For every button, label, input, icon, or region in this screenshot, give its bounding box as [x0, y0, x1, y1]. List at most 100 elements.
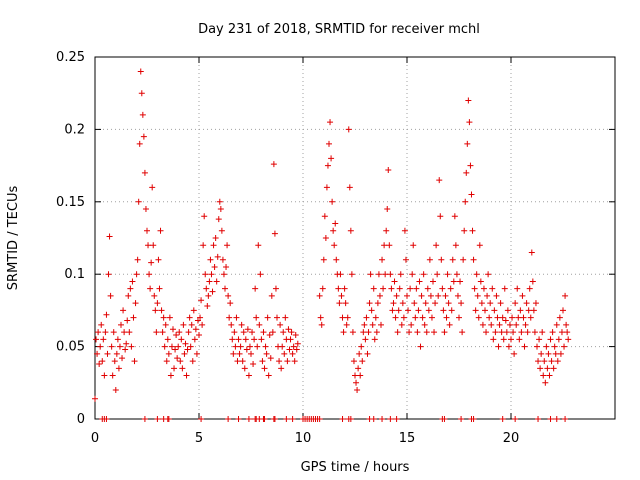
data-point: [222, 285, 228, 292]
data-point: [154, 416, 161, 422]
data-series: [92, 68, 572, 422]
data-point: [218, 227, 225, 234]
data-point: [269, 329, 276, 336]
data-point: [491, 307, 498, 314]
data-point: [263, 350, 270, 357]
data-point: [551, 343, 558, 350]
data-point: [395, 307, 402, 314]
data-point: [266, 332, 273, 339]
data-point: [363, 314, 370, 321]
data-point: [537, 365, 544, 372]
data-point: [343, 321, 350, 328]
data-point: [149, 184, 156, 191]
data-point: [158, 307, 165, 314]
data-point: [268, 292, 275, 299]
data-point: [543, 343, 550, 350]
data-point: [330, 227, 337, 234]
data-point: [154, 300, 161, 307]
data-point: [418, 292, 425, 299]
data-point: [477, 278, 484, 285]
data-point: [469, 227, 476, 234]
data-point: [523, 300, 530, 307]
y-tick-label: 0: [77, 412, 85, 427]
x-axis-label: GPS time / hours: [301, 460, 410, 475]
data-point: [474, 292, 481, 299]
y-tick-label: 0.05: [56, 340, 85, 355]
data-point: [96, 360, 103, 367]
data-point: [555, 336, 562, 343]
data-point: [453, 271, 460, 278]
data-point: [432, 300, 439, 307]
data-point: [425, 307, 432, 314]
data-point: [563, 321, 570, 328]
data-point: [413, 285, 420, 292]
data-point: [515, 314, 522, 321]
data-point: [473, 271, 480, 278]
data-point: [204, 303, 211, 310]
data-point: [108, 343, 115, 350]
data-point: [344, 314, 351, 321]
data-point: [505, 343, 512, 350]
data-point: [225, 292, 232, 299]
data-point: [281, 350, 288, 357]
data-point: [97, 343, 104, 350]
data-point: [528, 249, 535, 256]
data-point: [126, 329, 133, 336]
data-point: [246, 343, 253, 350]
data-point: [478, 300, 485, 307]
data-point: [399, 300, 406, 307]
data-point: [253, 314, 260, 321]
data-point: [562, 416, 569, 422]
data-point: [294, 340, 301, 347]
data-point: [203, 285, 210, 292]
data-point: [546, 372, 553, 379]
data-point: [384, 206, 391, 213]
data-point: [99, 358, 106, 365]
data-point: [436, 177, 443, 184]
data-point: [464, 140, 471, 147]
data-point: [271, 416, 278, 422]
data-point: [347, 416, 354, 422]
data-point: [565, 336, 572, 343]
data-point: [198, 297, 205, 304]
data-point: [475, 314, 482, 321]
data-point: [161, 343, 168, 350]
data-point: [285, 326, 292, 333]
data-point: [125, 292, 132, 299]
data-point: [457, 278, 464, 285]
data-point: [438, 256, 445, 263]
data-point: [450, 278, 457, 285]
data-point: [441, 416, 448, 422]
data-point: [467, 162, 474, 169]
data-point: [496, 321, 503, 328]
data-point: [319, 285, 326, 292]
data-point: [501, 285, 508, 292]
data-point: [371, 336, 378, 343]
data-point: [396, 285, 403, 292]
data-point: [485, 271, 492, 278]
data-point: [472, 307, 479, 314]
data-point: [163, 358, 170, 365]
data-point: [441, 329, 448, 336]
y-tick-label: 0.15: [56, 195, 85, 210]
data-point: [260, 329, 267, 336]
data-point: [168, 343, 175, 350]
plot-frame: [94, 56, 616, 420]
data-point: [370, 416, 377, 422]
data-point: [98, 321, 105, 328]
data-point: [200, 242, 207, 249]
data-point: [370, 285, 377, 292]
data-point: [174, 355, 181, 362]
data-point: [244, 326, 251, 333]
data-point: [411, 300, 418, 307]
data-point: [408, 321, 415, 328]
data-point: [166, 314, 173, 321]
data-point: [164, 336, 171, 343]
data-point: [286, 346, 293, 353]
data-point: [288, 329, 295, 336]
y-tick-label: 0.1: [64, 267, 85, 282]
data-point: [362, 336, 369, 343]
data-point: [504, 307, 511, 314]
data-point: [431, 329, 438, 336]
